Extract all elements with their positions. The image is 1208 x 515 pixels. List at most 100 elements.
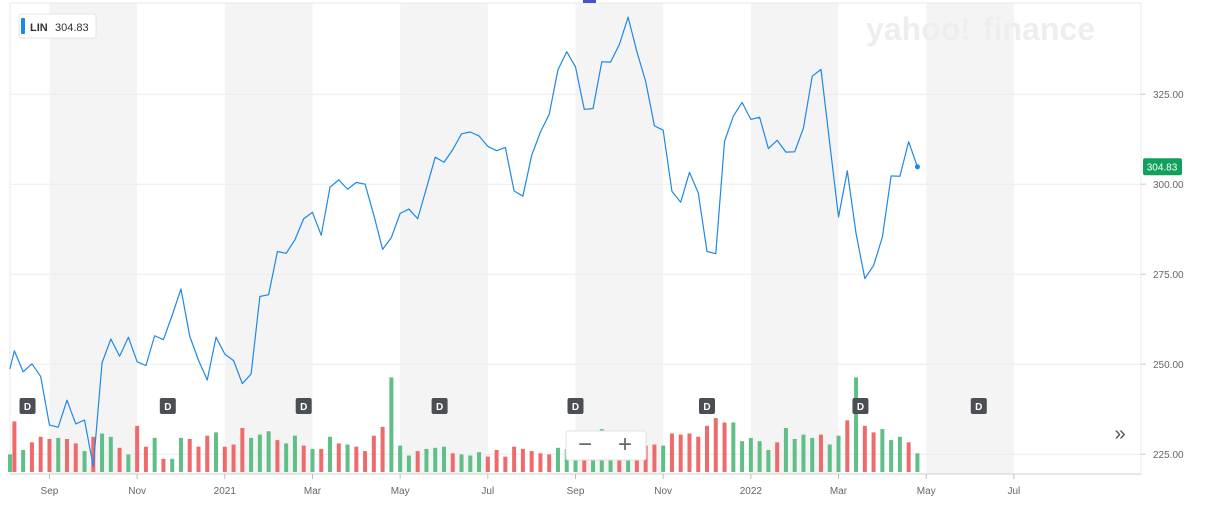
volume-bar xyxy=(346,445,350,473)
volume-bar xyxy=(556,448,560,472)
volume-bar xyxy=(47,439,51,472)
top-range-indicator xyxy=(583,0,596,3)
volume-bar xyxy=(161,459,165,472)
volume-bar xyxy=(407,456,411,473)
background-band xyxy=(751,3,839,474)
volume-bar xyxy=(714,418,718,472)
volume-bar xyxy=(740,441,744,472)
ticker-legend[interactable]: LIN 304.83 xyxy=(19,14,96,38)
dividend-marker-label: D xyxy=(164,402,171,413)
volume-bar xyxy=(503,457,507,472)
volume-bar xyxy=(389,377,393,472)
volume-bar xyxy=(381,427,385,472)
x-tick-label: Jul xyxy=(1007,486,1020,497)
y-tick-label: 300.00 xyxy=(1153,180,1184,191)
volume-bar xyxy=(214,432,218,472)
watermark-finance-text: finance xyxy=(983,11,1095,47)
volume-bar xyxy=(197,447,201,472)
volume-bar xyxy=(442,447,446,472)
volume-bar xyxy=(801,435,805,472)
volume-bar xyxy=(144,447,148,472)
volume-bar xyxy=(687,434,691,473)
volume-bar xyxy=(766,450,770,472)
volume-bar xyxy=(828,445,832,473)
volume-bar xyxy=(880,429,884,472)
volume-bar xyxy=(83,451,87,472)
background-band xyxy=(926,3,1014,474)
volume-bar xyxy=(793,439,797,472)
volume-bar xyxy=(810,438,814,472)
volume-bar xyxy=(310,449,314,472)
ticker-symbol: LIN xyxy=(30,22,48,34)
volume-bar xyxy=(65,439,69,472)
volume-bar xyxy=(240,428,244,472)
expand-control[interactable]: » xyxy=(1106,423,1134,445)
x-tick-label: Nov xyxy=(128,486,146,497)
volume-bar xyxy=(460,454,464,472)
y-tick-label: 325.00 xyxy=(1153,90,1184,101)
volume-bar xyxy=(372,436,376,472)
volume-bar xyxy=(837,436,841,472)
dividend-marker-label: D xyxy=(975,402,982,413)
x-tick-label: May xyxy=(391,486,410,497)
volume-bar xyxy=(118,448,122,472)
current-price-label: 304.83 xyxy=(1147,162,1178,173)
volume-bar xyxy=(424,449,428,472)
dividend-marker-label: D xyxy=(24,402,31,413)
volume-bar xyxy=(39,437,43,472)
price-badge: 304.83 xyxy=(1143,158,1182,175)
dividend-marker-label: D xyxy=(703,402,710,413)
zoom-controls[interactable]: − + xyxy=(566,431,646,460)
volume-bar xyxy=(758,441,762,472)
volume-bar xyxy=(731,423,735,473)
volume-bar xyxy=(30,442,34,472)
zoom-out-icon: − xyxy=(578,431,592,458)
x-tick-label: 2022 xyxy=(740,486,763,497)
volume-bar xyxy=(232,445,236,473)
volume-bar xyxy=(56,438,60,472)
volume-bar xyxy=(854,377,858,472)
volume-bar xyxy=(398,446,402,472)
volume-bar xyxy=(223,447,227,472)
volume-bar xyxy=(153,438,157,472)
volume-bar xyxy=(135,426,139,472)
dividend-marker-label: D xyxy=(300,402,307,413)
x-tick-label: Sep xyxy=(567,486,585,497)
volume-bar xyxy=(337,443,341,472)
y-tick-label: 275.00 xyxy=(1153,270,1184,281)
volume-bar xyxy=(293,436,297,472)
volume-bar xyxy=(284,443,288,472)
volume-bar xyxy=(267,431,271,472)
volume-bar xyxy=(538,453,542,472)
volume-bar xyxy=(652,445,656,473)
background-band xyxy=(49,3,137,474)
volume-bar xyxy=(723,423,727,473)
x-tick-label: May xyxy=(917,486,936,497)
volume-bar xyxy=(477,452,481,472)
volume-bar xyxy=(328,437,332,472)
volume-bar xyxy=(486,457,490,472)
volume-bar xyxy=(679,435,683,472)
dividend-marker-label: D xyxy=(572,402,579,413)
volume-bar xyxy=(661,446,665,472)
volume-bar xyxy=(775,442,779,472)
volume-bar xyxy=(416,451,420,472)
background-band xyxy=(576,3,664,474)
dividend-marker-label: D xyxy=(857,402,864,413)
volume-bar xyxy=(126,454,130,472)
volume-bar xyxy=(670,434,674,473)
x-tick-label: Mar xyxy=(304,486,322,497)
ticker-price: 304.83 xyxy=(55,22,89,34)
current-price-dot xyxy=(915,164,920,169)
volume-bar xyxy=(363,451,367,472)
volume-bar xyxy=(696,437,700,472)
volume-bar xyxy=(547,454,551,472)
volume-bar xyxy=(170,459,174,472)
watermark-slash: ! xyxy=(960,11,971,47)
x-tick-label: Mar xyxy=(830,486,848,497)
volume-bar xyxy=(100,434,104,473)
